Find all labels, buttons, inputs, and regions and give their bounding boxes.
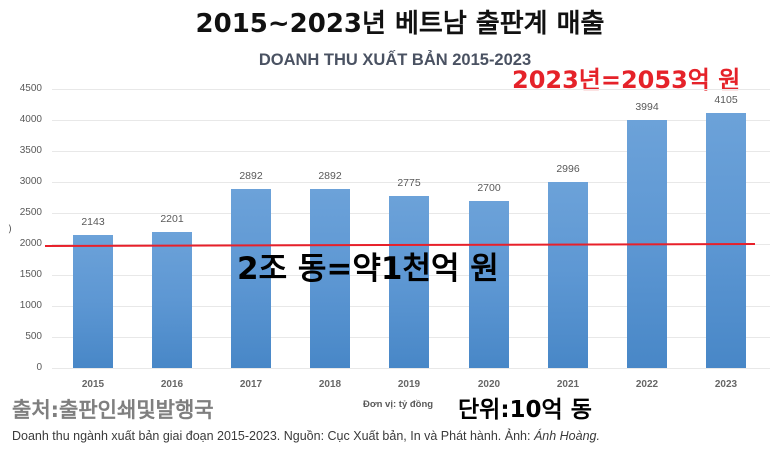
y-axis-title-fragment: ) [8, 224, 12, 235]
y-tick-label: 1500 [19, 269, 42, 280]
y-tick-label: 500 [25, 331, 42, 342]
chart-title: DOANH THU XUẤT BẢN 2015-2023 [258, 51, 532, 69]
y-tick-label: 3000 [19, 176, 42, 187]
x-tick-label: 2019 [397, 379, 421, 390]
photo-caption: Doanh thu ngành xuất bản giai đoạn 2015-… [12, 428, 600, 444]
bar-2023 [706, 113, 746, 368]
page-title: 2015~2023년 베트남 출판계 매출 [195, 9, 605, 39]
bar-chart-plot-area: 0 500 1000 1500 2000 2500 3000 3500 4000 4500 2143… [19, 83, 770, 390]
bar-2016 [152, 232, 192, 368]
x-tick-label: 2021 [556, 379, 580, 390]
data-label: 2892 [318, 170, 342, 182]
x-tick-label: 2015 [81, 379, 105, 390]
data-label: 3994 [635, 101, 659, 113]
bar-2017 [231, 189, 271, 368]
y-tick-label: 0 [36, 362, 42, 373]
y-tick-label: 4500 [19, 83, 42, 94]
data-label: 2700 [477, 182, 501, 194]
x-tick-label: 2016 [160, 379, 184, 390]
data-label: 2201 [160, 213, 184, 225]
x-tick-label: 2023 [714, 379, 738, 390]
source-label: 출처:출판인쇄및발행국 [12, 398, 214, 422]
bar-2015 [73, 235, 113, 368]
x-tick-label: 2020 [477, 379, 501, 390]
data-label: 4105 [714, 94, 738, 106]
data-label: 2892 [239, 170, 263, 182]
bar-2020 [469, 201, 509, 368]
annotation-conversion: 2조 동=약1천억 원 [237, 251, 499, 287]
data-label: 2775 [397, 177, 421, 189]
caption-credit: Ánh Hoàng. [533, 429, 600, 443]
y-tick-label: 2500 [19, 207, 42, 218]
unit-label-vi: Đơn vị: tỷ đồng [363, 399, 434, 410]
caption-text: Doanh thu ngành xuất bản giai đoạn 2015-… [12, 429, 534, 443]
gridline [52, 182, 770, 183]
x-tick-label: 2018 [318, 379, 342, 390]
y-tick-label: 4000 [19, 114, 42, 125]
gridline [52, 120, 770, 121]
bar-2019 [389, 196, 429, 368]
gridline [52, 89, 770, 90]
unit-label-ko: 단위:10억 동 [458, 397, 592, 423]
y-tick-label: 2000 [19, 238, 42, 249]
x-tick-label: 2022 [635, 379, 659, 390]
reference-line-2000 [44, 243, 756, 247]
bar-2021 [548, 182, 588, 368]
data-label: 2143 [81, 216, 105, 228]
y-tick-label: 3500 [19, 145, 42, 156]
y-tick-label: 1000 [19, 300, 42, 311]
data-label: 2996 [556, 163, 580, 175]
gridline [52, 151, 770, 152]
x-tick-label: 2017 [239, 379, 263, 390]
bar-2018 [310, 189, 350, 368]
gridline [52, 368, 770, 369]
